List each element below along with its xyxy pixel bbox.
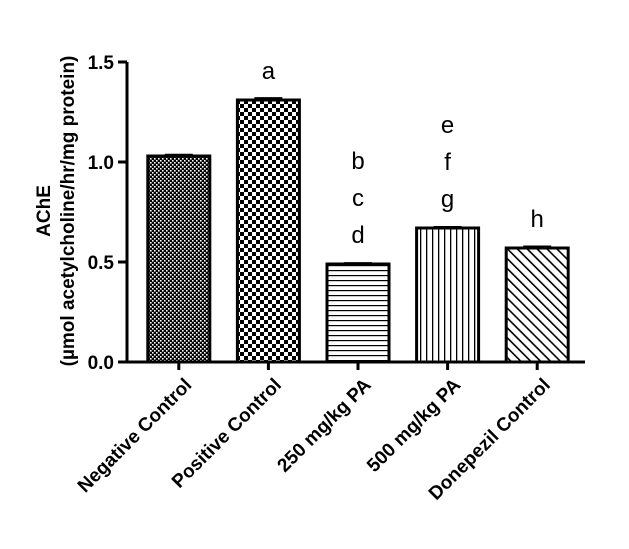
bar-3 — [325, 262, 391, 364]
significance-annotations: a bcd efg h — [262, 58, 544, 249]
annotation-letter: d — [351, 222, 364, 249]
annotation-letter: c — [352, 185, 364, 212]
y-tick-label: 1.5 — [88, 53, 115, 74]
annotation-letter: g — [441, 186, 454, 213]
y-tick-label: 0.5 — [88, 253, 115, 274]
annotation-letter: f — [444, 149, 451, 176]
bar-4 — [415, 226, 481, 364]
bar-2 — [235, 98, 301, 364]
y-axis-title: AChE (µmol acetylcholine/hr/mg protein) — [34, 56, 79, 367]
bar-1 — [146, 154, 212, 364]
annotation-letter: h — [531, 206, 544, 233]
y-tick-label: 0.0 — [88, 353, 114, 374]
category-label: 250 mg/kg PA — [274, 374, 376, 476]
y-axis-title-line1: AChE — [34, 185, 55, 237]
annotation-letter: a — [262, 58, 276, 85]
bar-5 — [504, 246, 570, 364]
category-label: 500 mg/kg PA — [363, 374, 465, 476]
annotation-letter: b — [351, 148, 364, 175]
annotation-letter: e — [441, 112, 454, 139]
y-tick-label: 1.0 — [88, 153, 114, 174]
bars — [146, 97, 570, 364]
y-axis-title-line2: (µmol acetylcholine/hr/mg protein) — [58, 56, 79, 367]
